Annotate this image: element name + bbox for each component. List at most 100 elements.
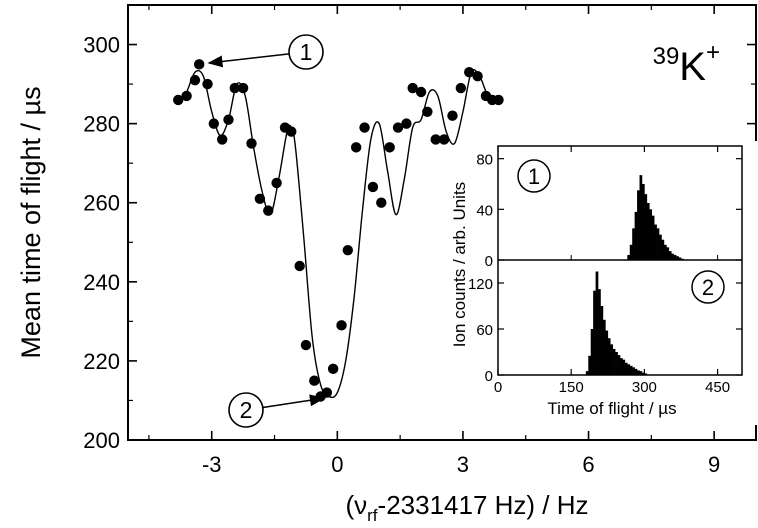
y-tick-label: 300 (83, 33, 120, 58)
data-point (472, 70, 483, 82)
histogram-bar (644, 194, 648, 260)
data-point (367, 181, 379, 193)
isotope-mass: 39 (653, 43, 680, 70)
inset-x-tick-label: 450 (705, 379, 730, 396)
histogram-bar (617, 355, 621, 375)
x-axis-label-sub: rf (367, 506, 378, 525)
y-tick-label: 280 (83, 112, 120, 137)
histogram-bar (624, 362, 628, 375)
inset-y-tick-label: 120 (468, 276, 493, 293)
data-point (208, 118, 220, 129)
inset-x-axis-label: Time of flight / µs (547, 399, 676, 418)
data-point (173, 94, 184, 106)
histogram-bar (673, 254, 677, 260)
isotope-charge: + (706, 39, 720, 66)
histogram-bar (620, 358, 623, 375)
histogram-bar (629, 244, 633, 260)
fit-curve (177, 69, 499, 399)
data-point (189, 74, 201, 86)
histogram-bar (585, 371, 589, 375)
histogram-bar (632, 367, 635, 375)
data-point (430, 134, 441, 145)
histogram-bar (676, 256, 679, 260)
histogram-bar (639, 371, 643, 375)
histogram-bar (637, 370, 640, 375)
y-tick-label: 220 (83, 349, 120, 374)
histogram-bar (615, 352, 618, 375)
x-axis-label-main: (ν (345, 490, 367, 520)
histogram-bar (651, 215, 655, 260)
data-point (217, 134, 228, 145)
y-tick-label: 260 (83, 191, 120, 216)
data-point (309, 375, 320, 386)
histogram-bar (649, 209, 653, 260)
data-point (455, 82, 467, 94)
data-point (294, 260, 305, 272)
inset-x-tick-label: 0 (494, 379, 502, 396)
data-point (193, 59, 205, 70)
inset-y-tick-label: 60 (476, 322, 493, 339)
histogram-bar (639, 175, 643, 260)
callout-label: 1 (300, 39, 313, 65)
inset-y-tick-label: 80 (476, 152, 493, 169)
y-tick-label: 200 (83, 428, 120, 453)
data-point (336, 320, 347, 331)
histogram-bar (612, 348, 616, 375)
callout-label: 2 (240, 397, 253, 423)
histogram-bar (661, 239, 665, 260)
histogram-bar (590, 329, 594, 375)
x-tick-label: 0 (331, 452, 343, 477)
histogram-bar (681, 258, 684, 260)
histogram-bar (656, 228, 660, 260)
panel-label-circle (517, 159, 551, 193)
panel-label: 1 (528, 164, 540, 189)
x-axis-label: (νrf-2331417 Hz) / Hz (345, 490, 588, 525)
histogram-bar (593, 290, 596, 375)
histogram-bar (607, 338, 611, 375)
data-point (254, 193, 266, 204)
data-point (229, 82, 240, 94)
histogram-bar (644, 373, 648, 375)
data-point (493, 94, 504, 106)
callout-arrow (262, 394, 325, 409)
data-point (447, 110, 458, 121)
histogram-bar (666, 247, 670, 260)
histogram-bar (610, 344, 613, 375)
histogram-bar (622, 359, 626, 375)
inset-y-tick-label: 40 (476, 202, 493, 219)
histogram-bar (641, 372, 645, 375)
data-point (327, 363, 339, 375)
inset-label-background (433, 146, 493, 383)
data-point (286, 126, 297, 137)
histogram-bar (605, 330, 609, 375)
histogram-bar (663, 244, 667, 260)
histogram-bar (602, 319, 606, 375)
panel-label-circle (691, 270, 725, 304)
x-tick-label: 3 (457, 452, 469, 477)
data-point (415, 86, 427, 98)
histogram-bar (654, 224, 657, 260)
histogram-bar (678, 257, 682, 260)
histogram-bar (637, 190, 640, 260)
data-point (271, 177, 282, 189)
histogram-bar (598, 289, 601, 375)
inset-y-tick-label: 0 (485, 368, 493, 385)
histogram-bar (632, 228, 635, 260)
y-tick-label: 240 (83, 270, 120, 295)
isotope-symbol: K (679, 45, 706, 89)
histogram-bar (668, 251, 672, 260)
inset-y-axis-label: Ion counts / arb. Units (450, 182, 469, 347)
data-point (350, 142, 362, 153)
x-tick-label: 9 (708, 452, 720, 477)
data-point (407, 82, 418, 94)
data-point (237, 82, 249, 94)
data-point (300, 339, 312, 351)
data-point (263, 205, 274, 216)
data-point (223, 114, 234, 125)
callout-circle (228, 392, 264, 428)
data-point (359, 122, 370, 133)
data-point (342, 244, 353, 256)
data-point (464, 67, 475, 78)
